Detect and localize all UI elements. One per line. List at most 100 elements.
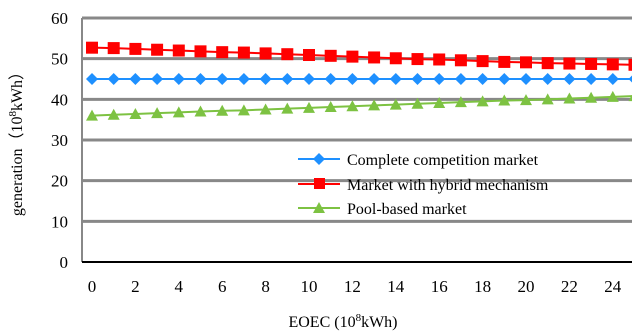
axes bbox=[81, 18, 632, 263]
x-tick-label-8: 8 bbox=[261, 277, 270, 296]
data-point-market-with-hybrid-mechanism-6 bbox=[216, 46, 229, 59]
data-point-market-with-hybrid-mechanism-24 bbox=[606, 58, 619, 71]
data-point-pool-based-market-5 bbox=[194, 105, 207, 117]
x-tick-label-20: 20 bbox=[518, 277, 535, 296]
data-point-market-with-hybrid-mechanism-13 bbox=[368, 51, 381, 64]
data-point-market-with-hybrid-mechanism-10 bbox=[303, 49, 315, 62]
data-point-pool-based-market-7 bbox=[237, 104, 250, 116]
x-tick-label-24: 24 bbox=[604, 277, 622, 296]
data-point-market-with-hybrid-mechanism-9 bbox=[281, 48, 294, 61]
y-tick-label-50: 50 bbox=[51, 50, 68, 69]
data-point-market-with-hybrid-mechanism-11 bbox=[324, 49, 337, 62]
data-point-complete-competition-market-14 bbox=[389, 73, 402, 85]
data-point-pool-based-market-25 bbox=[628, 94, 632, 102]
data-point-pool-based-market-9 bbox=[281, 102, 294, 114]
data-point-pool-based-market-22 bbox=[563, 92, 576, 104]
series-line-pool-based-market bbox=[91, 95, 632, 117]
data-point-complete-competition-market-1 bbox=[107, 73, 120, 85]
x-tick-labels: 0 2 4 6 8 10 12 14 16 18 20 22 24 bbox=[88, 277, 622, 296]
data-point-complete-competition-market-5 bbox=[194, 73, 207, 85]
data-point-complete-competition-market-17 bbox=[454, 73, 467, 85]
data-point-pool-based-market-21 bbox=[541, 93, 554, 105]
data-point-pool-based-market-13 bbox=[368, 99, 381, 111]
x-tick-label-10: 10 bbox=[301, 277, 318, 296]
data-point-complete-competition-market-16 bbox=[433, 73, 446, 85]
data-point-pool-based-market-17 bbox=[454, 96, 467, 108]
x-tick-label-6: 6 bbox=[218, 277, 227, 296]
data-point-market-with-hybrid-mechanism-22 bbox=[563, 57, 576, 70]
data-point-pool-based-market-16 bbox=[433, 96, 446, 108]
data-point-complete-competition-market-21 bbox=[541, 73, 554, 85]
data-point-complete-competition-market-2 bbox=[129, 73, 142, 85]
data-point-pool-based-market-10 bbox=[303, 101, 315, 113]
data-point-complete-competition-market-9 bbox=[281, 73, 294, 85]
y-axis-title-tail: kWh） bbox=[8, 64, 26, 111]
data-point-pool-based-market-8 bbox=[259, 103, 272, 115]
data-point-market-with-hybrid-mechanism-8 bbox=[259, 47, 272, 60]
x-tick-label-12: 12 bbox=[344, 277, 361, 296]
x-tick-label-16: 16 bbox=[431, 277, 448, 296]
data-point-pool-based-market-0 bbox=[86, 109, 98, 121]
x-tick-label-0: 0 bbox=[88, 277, 97, 296]
data-point-pool-based-market-23 bbox=[585, 91, 598, 103]
x-tick-label-14: 14 bbox=[387, 277, 405, 296]
legend-marker-square-icon bbox=[314, 178, 325, 189]
x-tick-label-4: 4 bbox=[175, 277, 184, 296]
data-point-market-with-hybrid-mechanism-15 bbox=[411, 53, 424, 66]
data-point-market-with-hybrid-mechanism-0 bbox=[86, 41, 98, 54]
data-point-complete-competition-market-15 bbox=[411, 73, 424, 85]
y-axis-title-main: generation（10 bbox=[8, 117, 26, 217]
legend: Complete competition market Market with … bbox=[298, 152, 549, 218]
data-point-pool-based-market-20 bbox=[520, 94, 532, 106]
data-point-market-with-hybrid-mechanism-23 bbox=[585, 57, 598, 70]
data-point-complete-competition-market-20 bbox=[520, 73, 532, 85]
data-point-market-with-hybrid-mechanism-18 bbox=[476, 55, 489, 68]
data-point-market-with-hybrid-mechanism-21 bbox=[541, 57, 554, 70]
data-point-market-with-hybrid-mechanism-16 bbox=[433, 53, 446, 66]
data-point-pool-based-market-14 bbox=[389, 98, 402, 110]
data-point-complete-competition-market-13 bbox=[368, 73, 381, 85]
data-point-complete-competition-market-6 bbox=[216, 73, 229, 85]
data-point-pool-based-market-1 bbox=[107, 108, 120, 120]
y-axis-title-sup: 8 bbox=[7, 111, 19, 117]
data-point-complete-competition-market-25 bbox=[628, 75, 632, 83]
data-point-market-with-hybrid-mechanism-25 bbox=[628, 58, 632, 71]
data-point-market-with-hybrid-mechanism-3 bbox=[151, 43, 164, 56]
y-tick-label-10: 10 bbox=[51, 212, 68, 231]
legend-marker-diamond-icon bbox=[313, 153, 325, 165]
x-axis-title-main: EOEC (10 bbox=[288, 314, 355, 331]
data-point-pool-based-market-2 bbox=[129, 107, 142, 119]
data-point-market-with-hybrid-mechanism-4 bbox=[172, 44, 185, 57]
data-point-market-with-hybrid-mechanism-5 bbox=[194, 45, 207, 58]
data-point-market-with-hybrid-mechanism-14 bbox=[389, 52, 402, 65]
x-axis-title: EOEC (108kWh) bbox=[288, 312, 397, 331]
x-tick-label-22: 22 bbox=[561, 277, 578, 296]
data-point-complete-competition-market-3 bbox=[151, 73, 164, 85]
data-point-market-with-hybrid-mechanism-20 bbox=[520, 56, 532, 69]
data-point-complete-competition-market-22 bbox=[563, 73, 576, 85]
data-point-complete-competition-market-0 bbox=[86, 73, 98, 85]
data-point-complete-competition-market-12 bbox=[346, 73, 359, 85]
data-point-complete-competition-market-4 bbox=[172, 73, 185, 85]
data-point-market-with-hybrid-mechanism-12 bbox=[346, 50, 359, 63]
data-point-market-with-hybrid-mechanism-1 bbox=[107, 42, 120, 55]
y-tick-label-0: 0 bbox=[60, 253, 69, 272]
data-point-pool-based-market-6 bbox=[216, 104, 229, 116]
x-axis-title-tail: kWh) bbox=[361, 314, 397, 331]
data-point-complete-competition-market-7 bbox=[237, 73, 250, 85]
legend-label-complete-competition: Complete competition market bbox=[347, 152, 539, 169]
y-tick-label-30: 30 bbox=[51, 131, 68, 150]
series-markers bbox=[86, 41, 632, 121]
data-point-pool-based-market-11 bbox=[324, 101, 337, 113]
x-tick-label-2: 2 bbox=[131, 277, 140, 296]
legend-item-complete-competition: Complete competition market bbox=[298, 152, 539, 169]
data-point-pool-based-market-24 bbox=[606, 90, 619, 102]
legend-label-hybrid-mechanism: Market with hybrid mechanism bbox=[347, 177, 549, 194]
data-point-market-with-hybrid-mechanism-7 bbox=[237, 46, 250, 59]
legend-item-hybrid-mechanism: Market with hybrid mechanism bbox=[298, 177, 549, 194]
y-axis-title: generation（108kWh） bbox=[7, 64, 26, 216]
data-point-market-with-hybrid-mechanism-17 bbox=[454, 54, 467, 67]
legend-marker-triangle-icon bbox=[313, 202, 325, 213]
